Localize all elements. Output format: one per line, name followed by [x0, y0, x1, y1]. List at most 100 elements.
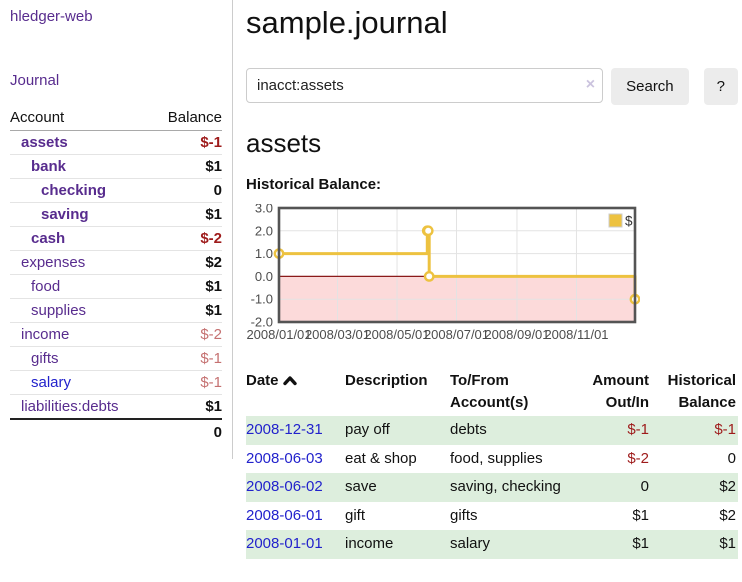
account-link[interactable]: income — [21, 326, 70, 343]
account-row: liabilities:debts $1 — [10, 395, 222, 420]
account-balance: $-1 — [200, 350, 222, 367]
sidebar-item-journal[interactable]: Journal — [10, 72, 60, 89]
x-tick-label: 2008/01/01 — [246, 327, 311, 342]
transaction-amount: 0 — [640, 478, 649, 496]
y-tick-label: 0.0 — [255, 269, 273, 284]
page-title: sample.journal — [246, 5, 448, 40]
transaction-accounts: salary — [450, 535, 491, 553]
chart-title: Historical Balance: — [246, 175, 382, 193]
register-col-to-from-account-s: To/From Account(s) — [450, 371, 529, 411]
register-col-historical-balance: Historical Balance — [667, 371, 736, 411]
search-bar: × Search ? — [246, 67, 738, 105]
accounts-table: Account Balance assets $-1 bank $1 checking 0… — [10, 106, 222, 445]
search-button[interactable]: Search — [611, 67, 689, 105]
account-link[interactable]: liabilities:debts — [21, 398, 119, 415]
account-balance: $2 — [205, 254, 222, 271]
transaction-balance: $2 — [719, 478, 736, 496]
y-tick-label: 2.0 — [255, 223, 273, 238]
plot-border — [277, 206, 637, 324]
transaction-date-link[interactable]: 2008-12-31 — [246, 421, 323, 439]
sort-asc-icon — [282, 376, 297, 385]
account-link[interactable]: cash — [31, 230, 66, 247]
account-balance: $1 — [205, 398, 222, 415]
accounts-total-value: 0 — [151, 418, 222, 445]
y-tick-label: -1.0 — [251, 291, 273, 306]
transaction-date-link[interactable]: 2008-06-03 — [246, 449, 323, 467]
transaction-accounts: food, supplies — [450, 449, 543, 467]
transaction-row: 2008-06-03 eat & shop food, supplies $-2 0 — [246, 445, 738, 474]
account-row: supplies $1 — [10, 299, 222, 323]
register-col-description: Description — [345, 371, 428, 389]
account-row: gifts $-1 — [10, 347, 222, 371]
x-tick-label: 2008/09/01 — [484, 327, 549, 342]
x-tick-label: 2008/11/01 — [544, 327, 608, 342]
register-col-amount-out-in: Amount Out/In — [592, 371, 649, 411]
transaction-balance: 0 — [727, 449, 736, 467]
account-link[interactable]: assets — [21, 134, 68, 151]
transaction-balance: $-1 — [714, 421, 736, 439]
transaction-amount: $1 — [632, 506, 649, 524]
account-link[interactable]: salary — [31, 374, 72, 391]
legend-label: $ — [625, 213, 633, 228]
account-balance: $1 — [205, 206, 222, 223]
main-content: sample.journal × Search ? assets Histori… — [233, 0, 742, 559]
data-point-marker — [422, 225, 434, 236]
legend-swatch — [608, 213, 623, 228]
account-link[interactable]: gifts — [31, 350, 59, 367]
account-balance: $-2 — [200, 230, 222, 247]
x-tick-label: 2008/03/01 — [305, 327, 370, 342]
historical-balance-chart[interactable]: $3.0 2.0 1.0 0.0 -1.0 -2.0 2008/01/01 2008/03/0… — [246, 200, 738, 350]
transaction-description: income — [345, 535, 394, 553]
transaction-date-link[interactable]: 2008-06-02 — [246, 478, 323, 496]
transaction-balance: $1 — [719, 535, 736, 553]
x-tick-label: 2008/05/01 — [364, 327, 429, 342]
register-col-date[interactable]: Date — [246, 367, 345, 417]
transaction-date-link[interactable]: 2008-06-01 — [246, 506, 323, 524]
account-row: income $-2 — [10, 323, 222, 347]
account-balance: $1 — [205, 158, 222, 175]
transaction-row: 2008-06-02 save saving, checking 0 $2 — [246, 473, 738, 502]
account-balance: 0 — [213, 182, 222, 199]
data-point-marker — [423, 270, 435, 282]
transaction-date-link[interactable]: 2008-01-01 — [246, 535, 323, 553]
account-row: expenses $2 — [10, 251, 222, 275]
transaction-accounts: saving, checking — [450, 478, 561, 496]
page: hledger-web Journal Account Balance asse… — [0, 0, 742, 559]
account-link[interactable]: bank — [31, 158, 67, 175]
account-row: food $1 — [10, 275, 222, 299]
transaction-row: 2008-06-01 gift gifts $1 $2 — [246, 502, 738, 531]
chart-svg: $3.0 2.0 1.0 0.0 -1.0 -2.02008/01/012008/03/0… — [246, 200, 641, 342]
transaction-accounts: debts — [450, 421, 487, 439]
x-tick-label: 2008/07/01 — [424, 327, 489, 342]
account-row: checking 0 — [10, 179, 222, 203]
clear-search-icon[interactable]: × — [585, 75, 596, 93]
transaction-row: 2008-01-01 income salary $1 $1 — [246, 530, 738, 559]
y-tick-label: -2.0 — [251, 314, 273, 329]
account-link[interactable]: saving — [41, 206, 89, 223]
account-link[interactable]: food — [31, 278, 61, 295]
accounts-header-row: Account Balance — [10, 106, 222, 131]
accounts-col-account: Account — [10, 106, 152, 131]
search-input[interactable] — [246, 67, 604, 103]
account-link[interactable]: checking — [41, 182, 107, 199]
transaction-description: eat & shop — [345, 449, 417, 467]
account-link[interactable]: supplies — [31, 302, 87, 319]
y-tick-label: 3.0 — [255, 204, 273, 216]
sidebar: hledger-web Journal Account Balance asse… — [0, 0, 233, 459]
account-row: saving $1 — [10, 203, 222, 227]
account-heading: assets — [246, 127, 322, 158]
transaction-amount: $1 — [632, 535, 649, 553]
account-link[interactable]: expenses — [21, 254, 86, 271]
transaction-row: 2008-12-31 pay off debts $-1 $-1 — [246, 416, 738, 445]
help-button[interactable]: ? — [703, 67, 738, 105]
account-balance: $-1 — [200, 134, 222, 151]
account-row: assets $-1 — [10, 131, 222, 155]
account-row: bank $1 — [10, 155, 222, 179]
accounts-total-row: 0 — [10, 418, 222, 445]
y-tick-label: 1.0 — [255, 246, 273, 261]
transaction-description: pay off — [345, 421, 390, 439]
transaction-balance: $2 — [719, 506, 736, 524]
account-balance: $1 — [205, 302, 222, 319]
account-row: cash $-2 — [10, 227, 222, 251]
app-title-link[interactable]: hledger-web — [10, 8, 93, 25]
